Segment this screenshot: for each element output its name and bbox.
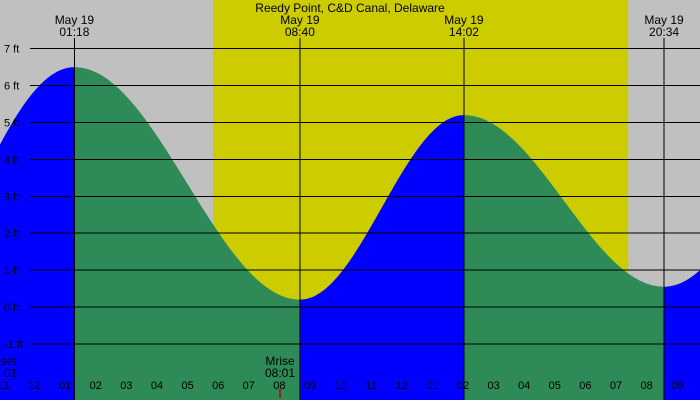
y-tick-label: 5 ft <box>4 118 19 130</box>
x-tick-label: 04 <box>151 380 163 392</box>
annotation-time: 08:01 <box>265 366 295 380</box>
y-tick-label: 6 ft <box>4 81 19 93</box>
x-tick-label: 11 <box>365 380 376 392</box>
x-tick-label: 04 <box>518 380 530 392</box>
y-tick-label: 0 ft <box>4 302 19 314</box>
x-tick-label: 11 <box>0 380 10 392</box>
x-tick-label: 08 <box>273 380 285 392</box>
y-tick-label: 3 ft <box>4 191 19 203</box>
x-tick-label: 05 <box>181 380 193 392</box>
rising-tide-area <box>299 115 464 400</box>
extreme-date-label: May 19 <box>280 13 320 27</box>
extreme-time-label: 14:02 <box>449 25 479 39</box>
y-tick-label: 4 ft <box>4 154 19 166</box>
x-tick-label: 08 <box>640 380 652 392</box>
extreme-time-label: 20:34 <box>649 25 679 39</box>
annotation-label: set <box>0 354 17 368</box>
x-tick-label: 09 <box>671 380 683 392</box>
x-tick-label: 02 <box>90 380 102 392</box>
extreme-date-label: May 19 <box>644 13 684 27</box>
x-tick-label: 02 <box>457 380 469 392</box>
extreme-time-label: 01:18 <box>59 25 89 39</box>
chart-title: Reedy Point, C&D Canal, Delaware <box>255 1 445 15</box>
extreme-date-label: May 19 <box>55 13 95 27</box>
x-tick-label: 09 <box>304 380 316 392</box>
extreme-date-label: May 19 <box>444 13 484 27</box>
x-tick-label: 03 <box>120 380 132 392</box>
x-tick-label: 01 <box>59 380 71 392</box>
x-tick-label: 06 <box>212 380 224 392</box>
y-tick-label: 7 ft <box>4 44 19 56</box>
y-tick-label: 2 ft <box>4 228 19 240</box>
rising-tide-area <box>664 270 700 400</box>
annotation-label: Mrise <box>265 354 295 368</box>
x-tick-label: 01 <box>426 380 438 392</box>
x-tick-label: 10 <box>334 380 346 392</box>
x-tick-label: 07 <box>610 380 622 392</box>
y-tick-label: -1 ft <box>4 339 23 351</box>
y-tick-label: 1 ft <box>4 265 19 277</box>
annotation-time: 01 <box>4 366 18 380</box>
x-tick-label: 03 <box>487 380 499 392</box>
x-tick-label: 07 <box>243 380 255 392</box>
x-tick-label: 06 <box>579 380 591 392</box>
x-tick-label: 12 <box>396 380 408 392</box>
extreme-time-label: 08:40 <box>285 25 315 39</box>
falling-tide-area <box>463 115 664 400</box>
x-tick-label: 05 <box>549 380 561 392</box>
x-tick-label: 12 <box>28 380 40 392</box>
